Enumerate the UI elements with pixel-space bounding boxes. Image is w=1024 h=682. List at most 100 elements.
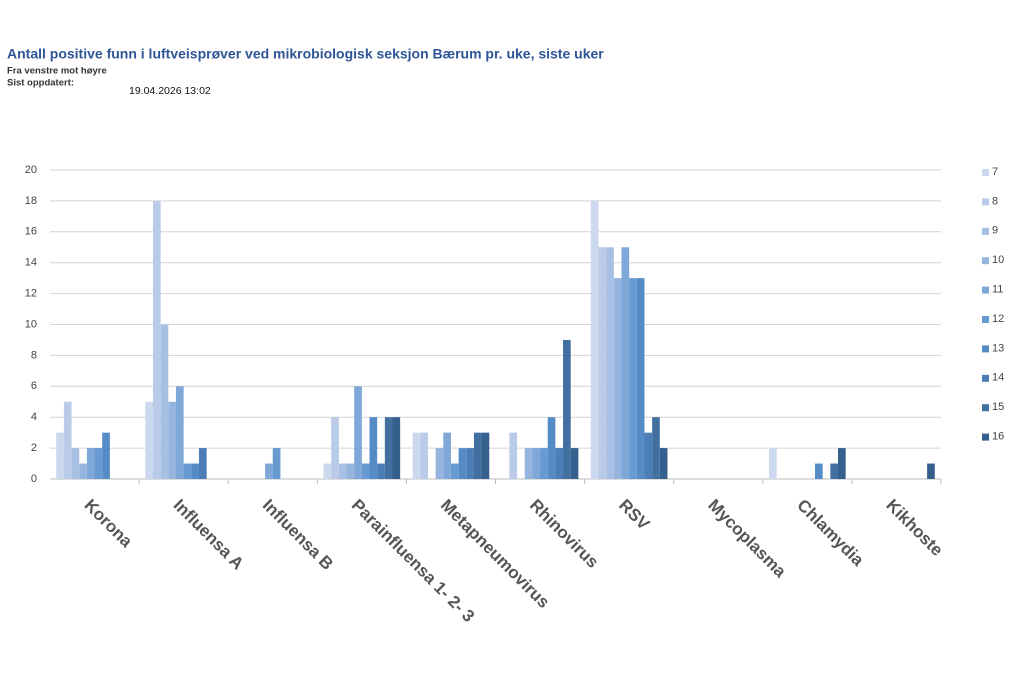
bar: [272, 448, 281, 479]
bar: [183, 463, 192, 479]
bar: [815, 463, 823, 479]
bar: [102, 432, 110, 479]
bar: [71, 448, 80, 479]
bar: [659, 448, 668, 479]
bar: [636, 278, 645, 479]
legend-label: 10: [992, 254, 1004, 266]
legend-swatch: [982, 404, 989, 412]
bar: [338, 463, 347, 479]
bar: [927, 463, 935, 479]
y-tick-label: 2: [31, 442, 37, 454]
bar: [621, 247, 630, 479]
bar: [79, 463, 87, 479]
legend-swatch: [982, 286, 989, 294]
bar: [191, 463, 199, 479]
bar: [377, 463, 385, 479]
bar: [94, 448, 103, 479]
x-tick-label: Rhinovirus: [526, 496, 602, 572]
bar: [145, 401, 153, 479]
legend-label: 9: [992, 225, 998, 237]
bar: [323, 463, 332, 479]
legend-swatch: [982, 316, 989, 323]
legend-label: 15: [992, 401, 1004, 413]
updated-value: 19.04.2026 13:02: [129, 85, 211, 97]
bar: [56, 432, 64, 479]
legend-label: 12: [992, 313, 1004, 325]
bar: [598, 247, 607, 479]
bar: [354, 386, 362, 479]
bar: [473, 432, 482, 479]
y-tick-label: 4: [31, 411, 37, 423]
legend-swatch: [982, 374, 989, 382]
y-tick-label: 12: [25, 288, 37, 300]
bar: [838, 448, 846, 479]
legend-label: 13: [992, 342, 1004, 354]
bar: [384, 417, 393, 479]
bar: [606, 247, 614, 479]
legend-label: 11: [992, 284, 1003, 296]
bar: [450, 463, 459, 479]
bar: [152, 200, 161, 479]
bar: [198, 448, 207, 479]
y-tick-label: 6: [31, 380, 37, 392]
bar: [524, 448, 533, 479]
chart-title: Antall positive funn i luftveisprøver ve…: [7, 46, 604, 62]
bar: [458, 448, 467, 479]
x-tick-label: Mycoplasma: [704, 496, 790, 582]
bar: [265, 463, 273, 479]
legend-swatch: [982, 169, 989, 176]
y-tick-label: 0: [31, 473, 37, 485]
legend-swatch: [982, 433, 989, 441]
bar: [652, 417, 660, 479]
bar: [563, 339, 571, 479]
x-tick-label: RSV: [615, 496, 654, 535]
bar: [160, 324, 169, 479]
legend-label: 16: [992, 431, 1004, 443]
y-tick-label: 10: [25, 318, 37, 330]
y-tick-label: 8: [31, 349, 37, 361]
legend-label: 7: [992, 166, 998, 178]
legend-swatch: [982, 257, 989, 265]
y-tick-label: 16: [25, 226, 37, 238]
bar: [346, 463, 355, 479]
y-tick-label: 18: [25, 195, 37, 207]
bar: [392, 417, 401, 479]
bar: [86, 448, 95, 479]
bar: [555, 448, 564, 479]
bar: [540, 448, 548, 479]
bar: [331, 417, 339, 479]
bar: [361, 463, 370, 479]
x-tick-label: Chlamydia: [793, 496, 868, 571]
x-tick-label: Korona: [81, 496, 137, 552]
bar: [509, 432, 518, 479]
bar: [443, 432, 451, 479]
bar: [830, 463, 839, 479]
bar: [644, 432, 653, 479]
bar: [412, 432, 421, 479]
legend-label: 8: [992, 195, 998, 207]
bar: [420, 432, 428, 479]
bar: [369, 417, 378, 479]
bar: [547, 417, 556, 479]
bar: [613, 278, 622, 479]
bar: [168, 401, 176, 479]
x-tick-label: Influensa A: [170, 496, 248, 574]
bar: [570, 448, 579, 479]
legend-label: 14: [992, 372, 1004, 384]
legend-swatch: [982, 227, 989, 235]
legend-swatch: [982, 345, 989, 353]
bar: [629, 278, 637, 479]
legend-swatch: [982, 198, 989, 206]
updated-label: Sist oppdatert:: [7, 78, 74, 89]
bar: [63, 401, 72, 479]
bar: [532, 448, 541, 479]
subtitle: Fra venstre mot høyre: [7, 66, 107, 77]
y-tick-label: 20: [25, 164, 37, 176]
y-tick-label: 14: [25, 257, 37, 269]
bar: [466, 448, 474, 479]
bar: [590, 200, 599, 479]
bar: [175, 386, 184, 479]
bar: [435, 448, 444, 479]
x-tick-label: Kikhoste: [882, 496, 946, 560]
